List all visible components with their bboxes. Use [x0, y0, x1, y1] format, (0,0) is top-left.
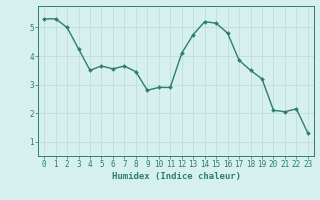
X-axis label: Humidex (Indice chaleur): Humidex (Indice chaleur)	[111, 172, 241, 181]
